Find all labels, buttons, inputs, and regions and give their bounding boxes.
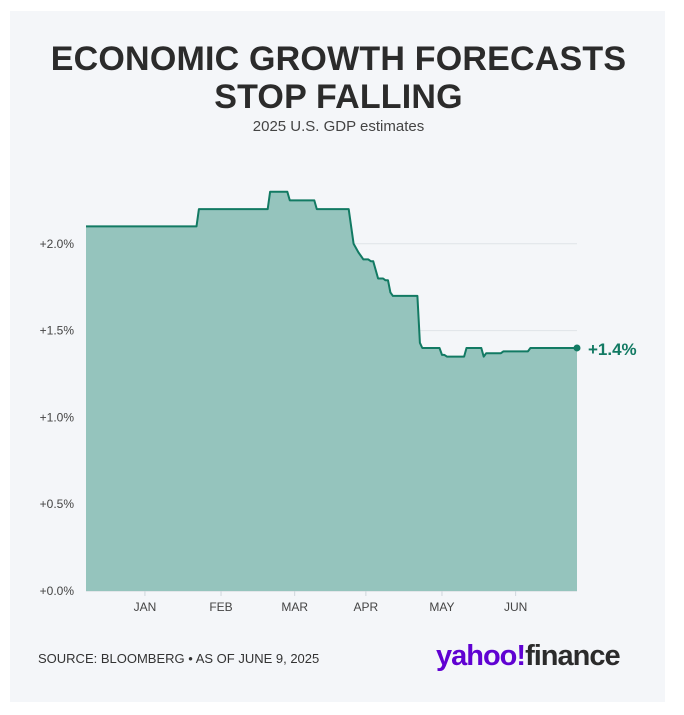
y-axis: +2.0% +1.5% +1.0% +0.5% +0.0% xyxy=(40,237,75,598)
logo-yahoo: yahoo! xyxy=(436,640,526,672)
end-point-marker xyxy=(573,344,581,352)
y-tick-label: +1.0% xyxy=(40,410,75,424)
x-tick-label: APR xyxy=(354,600,379,614)
end-value-label: +1.4% xyxy=(588,340,637,359)
area-fill xyxy=(86,191,577,591)
y-tick-label: +1.5% xyxy=(40,324,75,338)
y-tick-label: +0.0% xyxy=(40,584,75,598)
series-line xyxy=(86,190,577,358)
x-tick-label: JAN xyxy=(134,600,157,614)
x-tick-label: JUN xyxy=(504,600,527,614)
y-tick-label: +2.0% xyxy=(40,237,75,251)
x-tick-label: MAR xyxy=(281,600,308,614)
title-line-1: ECONOMIC GROWTH FORECASTS xyxy=(50,40,627,78)
chart-subtitle: 2025 U.S. GDP estimates xyxy=(252,118,425,135)
x-axis: JAN FEB MAR APR MAY JUN xyxy=(134,591,527,614)
chart-title: ECONOMIC GROWTH FORECASTS STOP FALLING xyxy=(0,40,677,116)
source-note: SOURCE: BLOOMBERG • AS OF JUNE 9, 2025 xyxy=(38,651,320,666)
yahoo-finance-logo: yahoo!finance xyxy=(436,640,621,673)
x-tick-label: MAY xyxy=(429,600,454,614)
title-line-2: STOP FALLING xyxy=(214,78,463,116)
x-tick-label: FEB xyxy=(209,600,232,614)
y-tick-label: +0.5% xyxy=(40,497,75,511)
logo-finance: finance xyxy=(525,640,621,672)
